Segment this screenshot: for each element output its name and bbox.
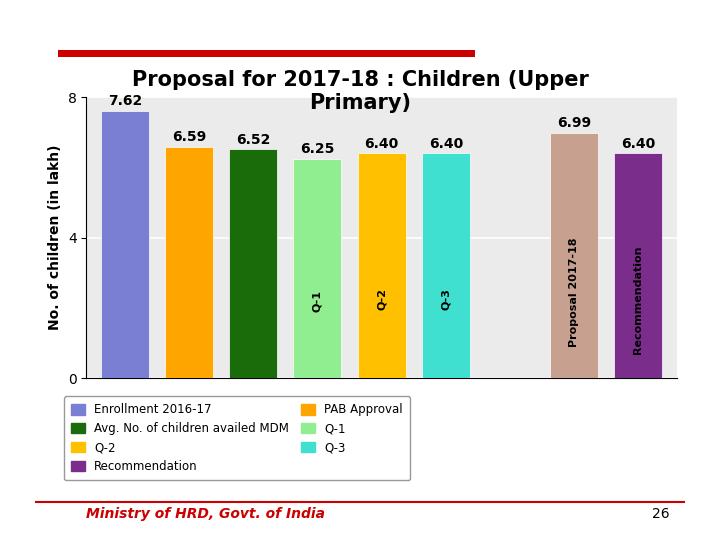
Text: Ministry of HRD, Govt. of India: Ministry of HRD, Govt. of India	[86, 507, 325, 521]
Bar	[550, 133, 598, 378]
Text: Proposal 2017-18: Proposal 2017-18	[569, 238, 579, 347]
Text: Q-1: Q-1	[312, 290, 323, 312]
Text: 6.40: 6.40	[621, 137, 655, 151]
Legend: Enrollment 2016-17, Avg. No. of children availed MDM, Q-2, Recommendation, PAB A: Enrollment 2016-17, Avg. No. of children…	[63, 396, 410, 480]
Bar	[422, 153, 470, 378]
Text: 7.62: 7.62	[108, 94, 142, 108]
Bar	[293, 159, 341, 378]
Text: Q-3: Q-3	[441, 288, 451, 310]
Bar	[101, 111, 149, 378]
Text: 6.40: 6.40	[364, 137, 399, 151]
Y-axis label: No. of children (in lakh): No. of children (in lakh)	[48, 145, 62, 330]
Text: Proposal for 2017-18 : Children (Upper
Primary): Proposal for 2017-18 : Children (Upper P…	[132, 70, 588, 113]
Bar	[229, 149, 277, 378]
Bar	[614, 153, 662, 378]
Text: 6.40: 6.40	[428, 137, 463, 151]
Text: 6.99: 6.99	[557, 116, 591, 130]
Text: 6.52: 6.52	[236, 133, 271, 147]
Text: 26: 26	[652, 507, 670, 521]
Text: 6.25: 6.25	[300, 142, 335, 156]
Text: Recommendation: Recommendation	[634, 245, 643, 354]
Bar	[165, 147, 213, 378]
Bar	[358, 153, 405, 378]
Text: Q-2: Q-2	[377, 288, 387, 310]
Text: 2016-17: 2016-17	[251, 411, 320, 427]
Text: 6.59: 6.59	[172, 130, 206, 144]
